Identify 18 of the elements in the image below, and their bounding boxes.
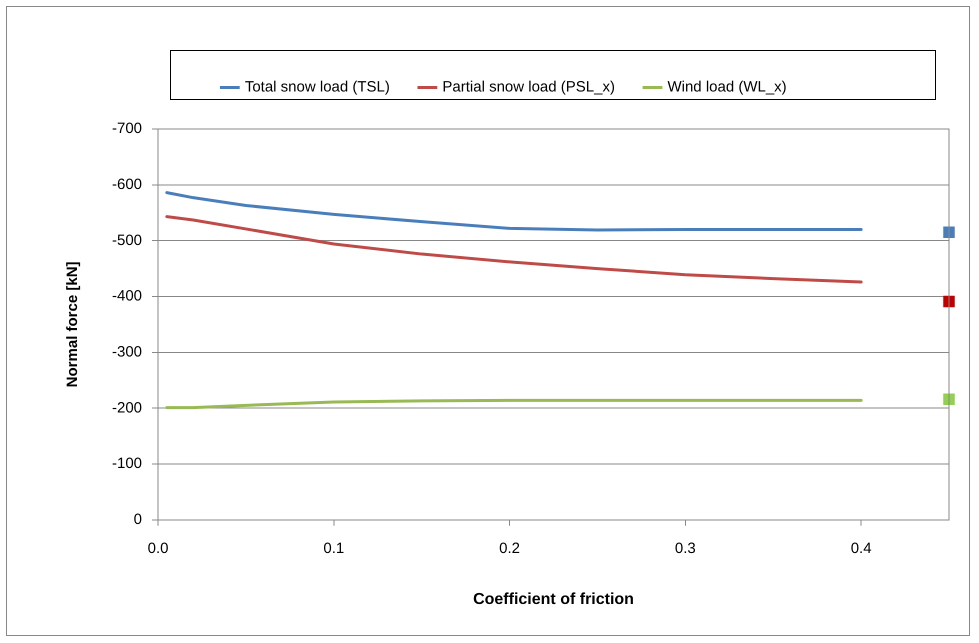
y-tick-label: -200	[112, 399, 142, 416]
x-tick-label: 0.3	[674, 540, 696, 557]
legend-label: Wind load (WL_x)	[667, 78, 787, 96]
x-tick-label: 0.0	[148, 540, 168, 557]
y-tick-label: -400	[112, 288, 142, 305]
y-tick-label: 0	[134, 510, 142, 528]
x-tick-label: 0.2	[499, 540, 520, 557]
y-tick-label: -700	[112, 120, 142, 138]
y-tick-label: -500	[112, 232, 142, 249]
y-tick-label: -300	[112, 343, 142, 360]
y-tick-label: -600	[112, 176, 142, 193]
y-tick-label: -100	[112, 455, 142, 472]
legend-label: Total snow load (TSL)	[244, 78, 390, 96]
x-tick-label: 0.1	[323, 540, 344, 557]
x-tick-label: 0.4	[850, 540, 872, 557]
legend-label: Partial snow load (PSL_x)	[442, 78, 615, 96]
x-axis-title: Coefficient of friction	[473, 590, 634, 608]
y-axis-title: Normal force [kN]	[64, 261, 82, 388]
